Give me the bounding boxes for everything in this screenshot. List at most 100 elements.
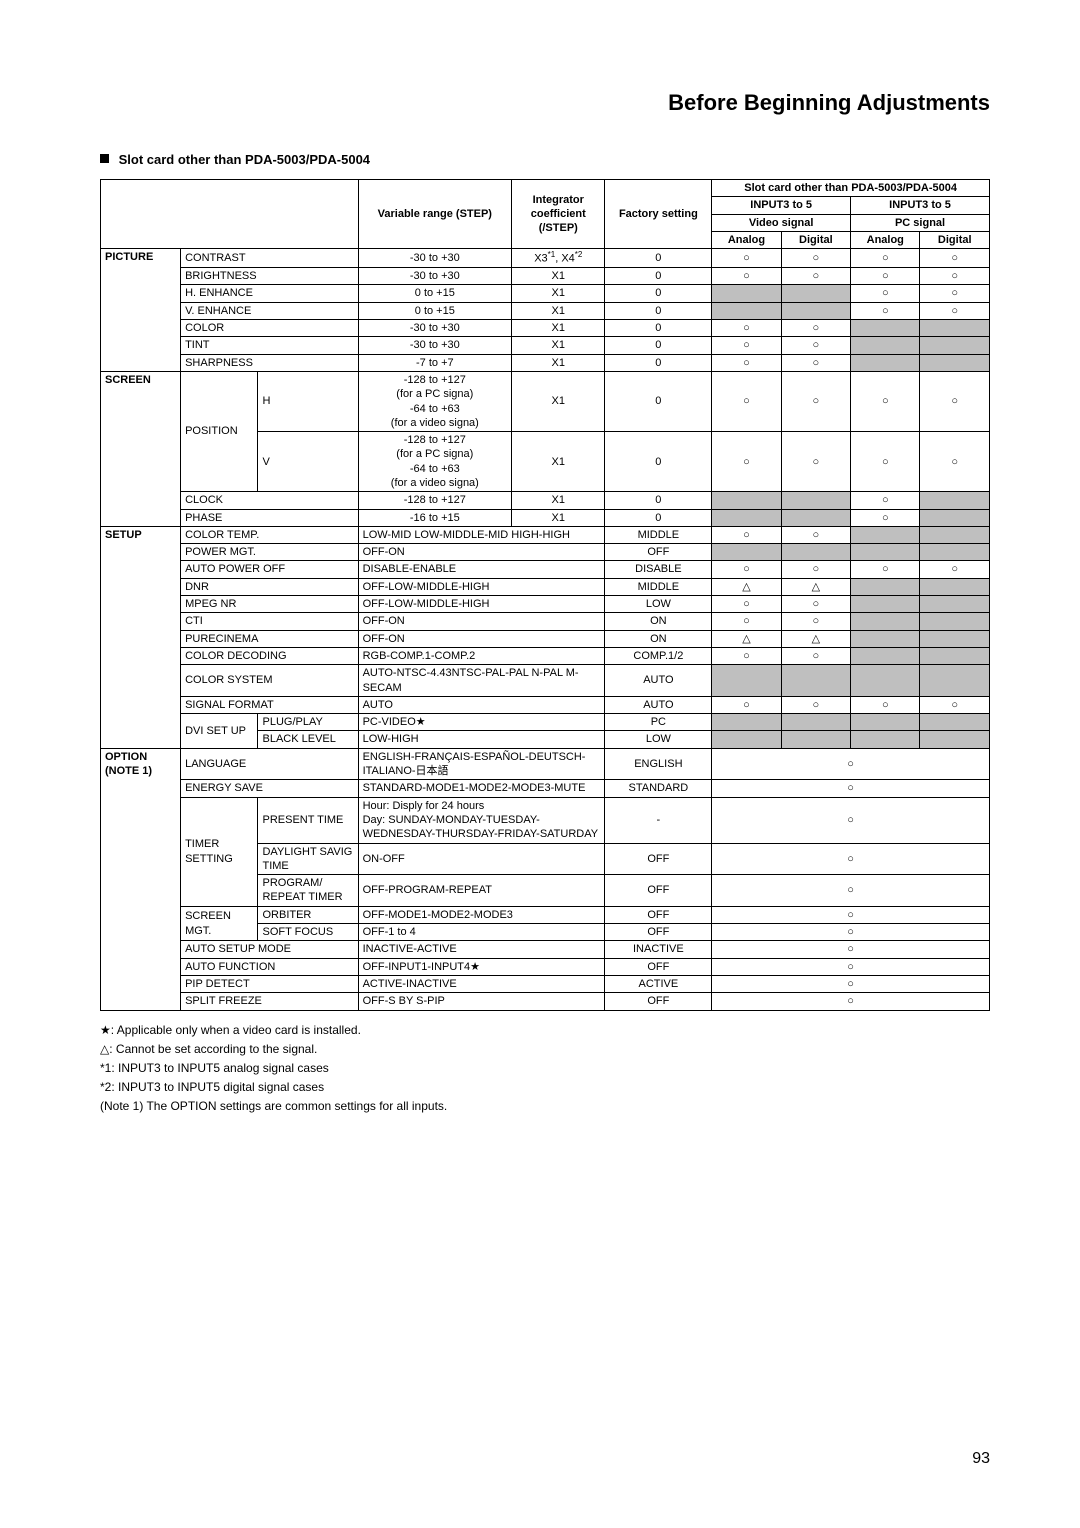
note-line: ★: Applicable only when a video card is …: [100, 1021, 990, 1040]
param-cell: POSITION: [181, 371, 258, 491]
document-page: Before Beginning Adjustments Slot card o…: [0, 0, 1080, 1156]
mark-cell: [851, 337, 920, 354]
mark-cell: [851, 596, 920, 613]
range-cell: RGB-COMP.1-COMP.2: [358, 647, 605, 664]
param-cell: LANGUAGE: [181, 748, 359, 780]
range-cell: -30 to +30: [358, 268, 511, 285]
category-cell: OPTION (NOTE 1): [101, 748, 181, 1010]
subparam-cell: BLACK LEVEL: [258, 731, 358, 748]
factory-cell: AUTO: [605, 696, 712, 713]
param-cell: AUTO POWER OFF: [181, 561, 359, 578]
mark-cell: [781, 714, 850, 731]
mark-cell: [712, 285, 781, 302]
factory-cell: MIDDLE: [605, 578, 712, 595]
col-analog-1: Analog: [712, 231, 781, 248]
range-cell: Hour: Disply for 24 hoursDay: SUNDAY-MON…: [358, 797, 605, 843]
coeff-cell: X3*1, X4*2: [512, 249, 605, 268]
col-video-signal: Video signal: [712, 214, 851, 231]
range-cell: OFF-MODE1-MODE2-MODE3: [358, 906, 605, 923]
mark-cell: ○: [712, 337, 781, 354]
mark-cell: [920, 337, 990, 354]
mark-cell: ○: [851, 302, 920, 319]
mark-cell: ○: [851, 492, 920, 509]
mark-cell: ○: [781, 432, 850, 492]
mark-cell: [920, 731, 990, 748]
table-row: DVI SET UPPLUG/PLAYPC-VIDEO★PC: [101, 714, 990, 731]
category-cell: PICTURE: [101, 249, 181, 372]
table-row: CLOCK-128 to +127X10○: [101, 492, 990, 509]
mark-cell: [851, 354, 920, 371]
param-cell: AUTO FUNCTION: [181, 958, 359, 975]
param-cell: CONTRAST: [181, 249, 359, 268]
param-cell: TINT: [181, 337, 359, 354]
factory-cell: 0: [605, 371, 712, 431]
col-coeff: Integrator coefficient (/STEP): [512, 180, 605, 249]
mark-cell: [851, 578, 920, 595]
table-row: TIMER SETTINGPRESENT TIMEHour: Disply fo…: [101, 797, 990, 843]
mark-cell: ○: [851, 561, 920, 578]
section-heading-text: Slot card other than PDA-5003/PDA-5004: [119, 152, 370, 167]
factory-cell: OFF: [605, 544, 712, 561]
factory-cell: 0: [605, 320, 712, 337]
factory-cell: AUTO: [605, 665, 712, 697]
mark-cell: ○: [712, 354, 781, 371]
mark-cell: [920, 714, 990, 731]
mark-cell: [712, 302, 781, 319]
factory-cell: ACTIVE: [605, 975, 712, 992]
factory-cell: 0: [605, 432, 712, 492]
subparam-cell: SOFT FOCUS: [258, 924, 358, 941]
mark-cell: [851, 320, 920, 337]
mark-cell: [781, 509, 850, 526]
table-row: AUTO FUNCTIONOFF-INPUT1-INPUT4★OFF○: [101, 958, 990, 975]
param-cell: DNR: [181, 578, 359, 595]
range-cell: STANDARD-MODE1-MODE2-MODE3-MUTE: [358, 780, 605, 797]
param-cell: BRIGHTNESS: [181, 268, 359, 285]
mark-cell: [781, 544, 850, 561]
col-input-a: INPUT3 to 5: [712, 197, 851, 214]
subparam-cell: PLUG/PLAY: [258, 714, 358, 731]
section-heading: Slot card other than PDA-5003/PDA-5004: [100, 152, 990, 167]
table-row: ENERGY SAVESTANDARD-MODE1-MODE2-MODE3-MU…: [101, 780, 990, 797]
page-title: Before Beginning Adjustments: [100, 90, 990, 116]
mark-cell: ○: [712, 958, 990, 975]
param-cell: COLOR: [181, 320, 359, 337]
mark-cell: △: [712, 630, 781, 647]
factory-cell: OFF: [605, 906, 712, 923]
param-cell: CLOCK: [181, 492, 359, 509]
range-cell: OFF-LOW-MIDDLE-HIGH: [358, 596, 605, 613]
mark-cell: ○: [781, 647, 850, 664]
param-cell: AUTO SETUP MODE: [181, 941, 359, 958]
coeff-cell: X1: [512, 492, 605, 509]
factory-cell: PC: [605, 714, 712, 731]
subparam-cell: V: [258, 432, 358, 492]
mark-cell: ○: [781, 337, 850, 354]
table-row: OPTION (NOTE 1)LANGUAGEENGLISH-FRANÇAIS-…: [101, 748, 990, 780]
mark-cell: [920, 544, 990, 561]
table-header: Variable range (STEP) Integrator coeffic…: [101, 180, 990, 249]
table-row: PHASE-16 to +15X10○: [101, 509, 990, 526]
table-row: SIGNAL FORMATAUTOAUTO○○○○: [101, 696, 990, 713]
mark-cell: [712, 544, 781, 561]
mark-cell: ○: [712, 875, 990, 907]
mark-cell: ○: [712, 647, 781, 664]
note-line: *2: INPUT3 to INPUT5 digital signal case…: [100, 1078, 990, 1097]
mark-cell: ○: [712, 613, 781, 630]
mark-cell: [851, 647, 920, 664]
bullet-icon: [100, 154, 109, 163]
factory-cell: OFF: [605, 843, 712, 875]
param-cell: DVI SET UP: [181, 714, 258, 749]
table-row: AUTO SETUP MODEINACTIVE-ACTIVEINACTIVE○: [101, 941, 990, 958]
factory-cell: OFF: [605, 924, 712, 941]
factory-cell: LOW: [605, 596, 712, 613]
note-line: *1: INPUT3 to INPUT5 analog signal cases: [100, 1059, 990, 1078]
mark-cell: ○: [781, 354, 850, 371]
mark-cell: ○: [851, 249, 920, 268]
range-cell: 0 to +15: [358, 302, 511, 319]
table-row: CTIOFF-ONON○○: [101, 613, 990, 630]
param-cell: H. ENHANCE: [181, 285, 359, 302]
factory-cell: 0: [605, 337, 712, 354]
col-pc-signal: PC signal: [851, 214, 990, 231]
mark-cell: [920, 578, 990, 595]
col-digital-2: Digital: [920, 231, 990, 248]
param-cell: PIP DETECT: [181, 975, 359, 992]
